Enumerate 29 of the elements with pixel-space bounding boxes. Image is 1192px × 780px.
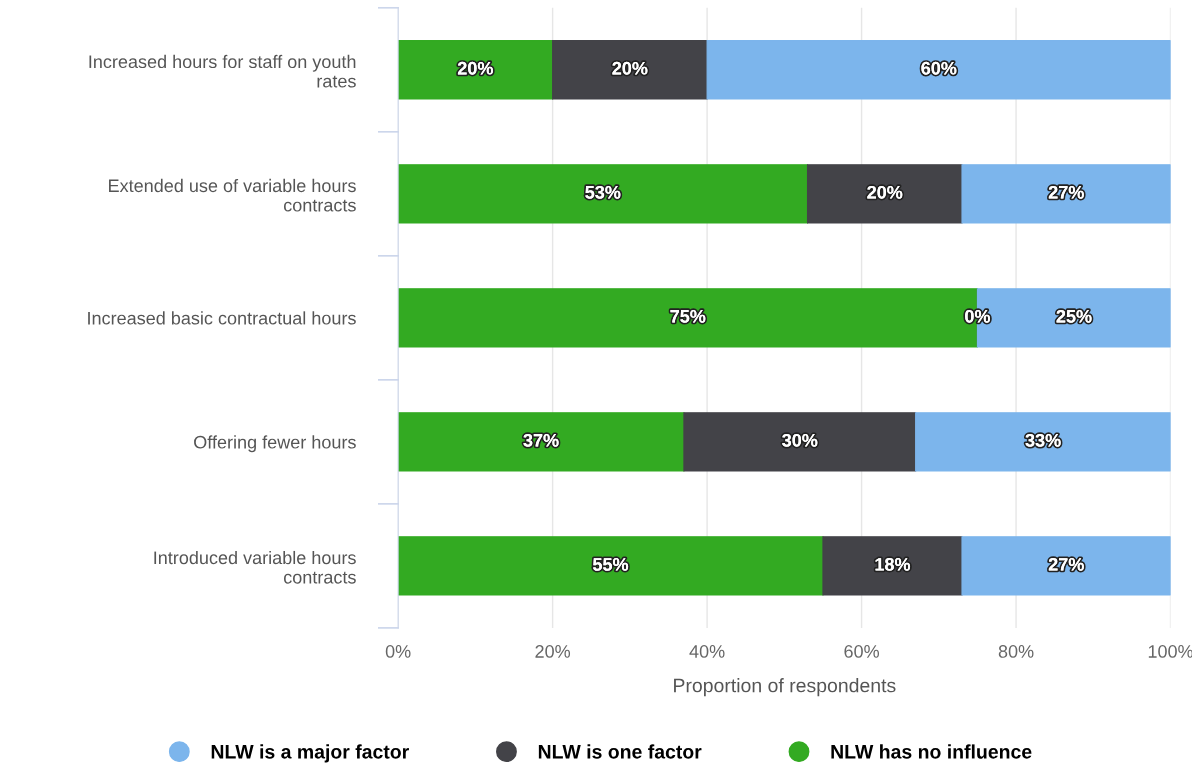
legend-label: NLW has no influence: [831, 744, 1032, 759]
data-label: 37%: [523, 433, 559, 447]
data-label: 27%: [1048, 185, 1084, 199]
x-tick-label: 100%: [1148, 645, 1192, 658]
x-tick-label: 40%: [689, 645, 725, 658]
data-label: 20%: [612, 61, 648, 75]
x-axis-title: Proportion of respondents: [674, 678, 896, 697]
data-label: 60%: [921, 61, 957, 75]
x-tick-label: 60%: [844, 645, 879, 658]
y-tick-label: Extended use of variable hours contracts: [109, 178, 356, 212]
y-tick-label: Offering fewer hours: [194, 435, 356, 453]
legend-label: NLW is one factor: [538, 744, 702, 759]
data-label: 75%: [670, 309, 706, 323]
legend-label: NLW is a major factor: [211, 744, 409, 763]
x-tick-label: 20%: [535, 645, 571, 658]
data-label: 25%: [1056, 309, 1092, 323]
y-tick-label: Introduced variable hours contracts: [154, 550, 356, 584]
data-label: 27%: [1048, 557, 1084, 571]
data-label: 53%: [585, 185, 621, 199]
y-tick-label: Increased basic contractual hours: [88, 311, 356, 325]
x-tick-label: 0%: [385, 645, 411, 658]
x-tick-label: 80%: [998, 645, 1034, 658]
y-tick-label: Increased hours for staff on youth rates: [89, 54, 356, 88]
data-label: 18%: [875, 557, 911, 571]
data-label: 30%: [782, 433, 818, 447]
data-label: 20%: [457, 61, 493, 75]
data-label: 33%: [1025, 433, 1061, 447]
data-label: 55%: [593, 558, 629, 571]
data-label: 20%: [867, 185, 903, 199]
